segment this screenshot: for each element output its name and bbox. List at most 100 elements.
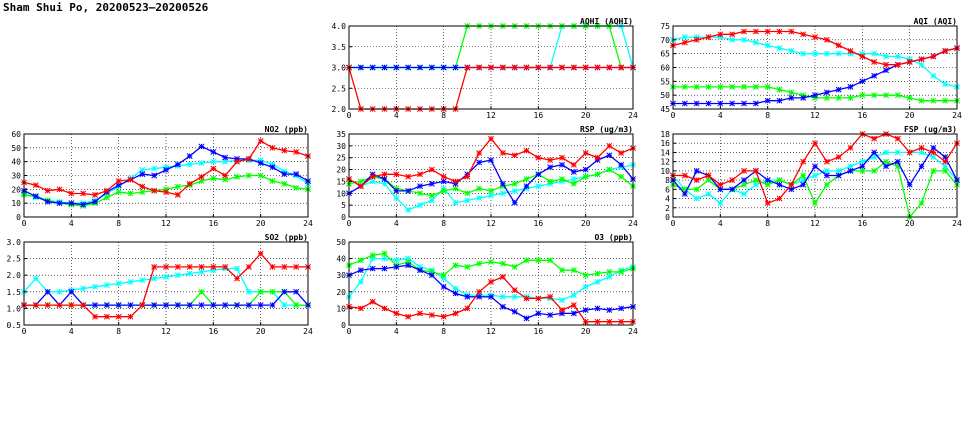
data-point-cyan — [198, 268, 205, 275]
data-point-cyan — [139, 167, 146, 173]
series-blue — [670, 144, 960, 197]
data-point-red — [788, 181, 795, 188]
data-point-green — [452, 185, 459, 192]
chart-no2: 0 4 8 12 16 20 24 0 10 20 30 40 50 60 NO2 (ppb) — [11, 125, 313, 228]
data-point-green — [693, 186, 700, 193]
data-point-blue — [582, 307, 589, 314]
data-point-blue — [559, 161, 565, 168]
data-point-blue — [210, 302, 217, 309]
data-point-green — [198, 178, 205, 184]
x-tick-label: 20 — [905, 111, 915, 120]
series-red — [21, 137, 311, 198]
data-point-blue — [835, 86, 842, 93]
data-point-red — [523, 147, 530, 154]
data-point-blue — [186, 302, 193, 309]
data-point-blue — [729, 100, 736, 107]
data-point-blue — [281, 171, 288, 178]
data-point-green — [222, 176, 229, 183]
data-point-green — [198, 288, 205, 295]
data-point-green — [764, 83, 771, 90]
data-point-red — [464, 173, 471, 180]
data-point-red — [717, 181, 724, 188]
chart-title: SO2 (ppb) — [265, 233, 308, 242]
data-point-cyan — [847, 163, 854, 170]
data-point-red — [871, 59, 878, 65]
data-point-red — [559, 154, 565, 161]
data-point-green — [788, 89, 795, 96]
data-point-green — [428, 192, 435, 199]
chart-title: O3 (ppb) — [594, 233, 633, 242]
data-point-cyan — [835, 50, 842, 57]
data-point-blue — [906, 181, 913, 188]
data-point-cyan — [269, 161, 276, 168]
data-point-blue — [693, 100, 700, 107]
data-point-red — [369, 173, 376, 180]
y-tick-label: 60 — [11, 130, 21, 139]
data-point-blue — [570, 168, 577, 175]
data-point-red — [582, 64, 589, 71]
data-point-blue — [257, 302, 264, 309]
data-point-blue — [68, 200, 75, 207]
data-point-blue — [440, 283, 447, 290]
x-tick-label: 0 — [347, 111, 352, 120]
data-point-cyan — [776, 45, 783, 52]
data-point-green — [570, 267, 577, 274]
data-point-blue — [606, 152, 613, 159]
data-point-green — [535, 257, 542, 264]
data-point-blue — [582, 166, 589, 173]
data-point-green — [930, 167, 937, 174]
data-point-red — [741, 28, 747, 35]
data-point-cyan — [823, 167, 830, 174]
data-point-blue — [764, 97, 771, 104]
data-point-blue — [800, 181, 807, 188]
data-point-red — [476, 64, 483, 71]
data-point-green — [693, 83, 700, 90]
data-point-red — [440, 313, 447, 320]
data-point-red — [68, 190, 75, 197]
data-point-green — [103, 194, 110, 201]
data-point-green — [405, 258, 412, 265]
y-tick-label: 14 — [660, 148, 670, 157]
data-point-red — [835, 42, 842, 49]
data-point-green — [499, 260, 506, 267]
data-point-blue — [92, 198, 98, 205]
data-point-red — [606, 318, 613, 325]
data-point-green — [464, 263, 471, 270]
data-point-red — [151, 187, 158, 194]
chart-title: AQHI (AQHI) — [580, 17, 633, 26]
chart-so2: 0 4 8 12 16 20 24 0.5 1.0 1.5 2.0 2.5 3.0 SO2 (ppb) — [7, 233, 313, 336]
data-point-cyan — [281, 168, 288, 175]
data-point-blue — [681, 190, 688, 197]
x-tick-label: 24 — [628, 327, 638, 336]
data-point-green — [440, 187, 447, 194]
data-point-red — [257, 137, 264, 144]
x-tick-label: 4 — [394, 327, 399, 336]
data-point-cyan — [894, 53, 901, 60]
y-tick-label: 16 — [660, 139, 670, 148]
data-point-red — [293, 263, 300, 270]
data-point-cyan — [894, 149, 901, 156]
data-point-red — [139, 183, 146, 190]
data-point-blue — [381, 265, 388, 272]
data-point-red — [752, 28, 759, 35]
data-point-cyan — [835, 167, 842, 174]
data-point-blue — [115, 302, 122, 309]
x-tick-label: 16 — [858, 111, 868, 120]
data-point-cyan — [103, 282, 110, 289]
data-point-cyan — [245, 288, 252, 295]
y-tick-label: 70 — [660, 36, 670, 45]
data-point-red — [705, 34, 712, 41]
data-point-blue — [835, 172, 842, 179]
data-point-blue — [198, 143, 205, 150]
data-point-red — [210, 165, 217, 172]
data-point-red — [511, 287, 518, 294]
data-point-blue — [523, 315, 530, 322]
data-point-cyan — [871, 50, 878, 57]
y-tick-label: 30 — [336, 142, 346, 151]
data-point-blue — [752, 100, 759, 107]
data-point-cyan — [918, 61, 925, 68]
data-point-red — [930, 53, 937, 60]
data-point-blue — [405, 262, 412, 269]
data-point-blue — [871, 72, 878, 79]
